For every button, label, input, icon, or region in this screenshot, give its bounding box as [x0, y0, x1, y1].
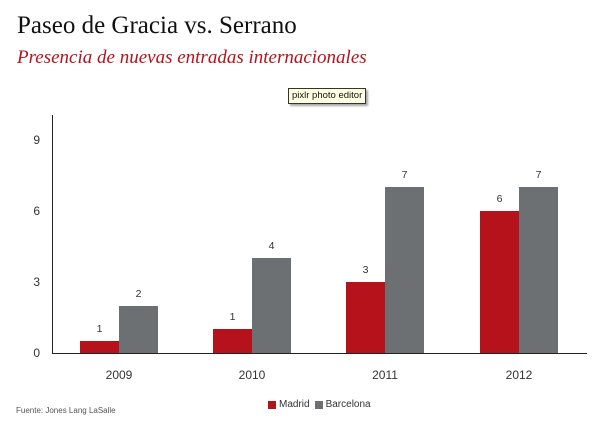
x-label-2009: 2009: [105, 368, 133, 382]
bar-barcelona-2009: [119, 305, 158, 353]
y-tick-0: 0: [33, 346, 40, 360]
bar-barcelona-2011: [385, 187, 424, 353]
chart-title: Paseo de Gracia vs. Serrano: [17, 12, 297, 39]
y-tick-3: 3: [33, 275, 40, 289]
y-axis-line: [52, 115, 53, 354]
bar-madrid-2011: [346, 281, 385, 353]
bar-barcelona-2012: [519, 187, 558, 353]
barcelona-swatch-icon: [314, 400, 323, 409]
bar-barcelona-2010: [252, 258, 291, 353]
x-label-2010: 2010: [238, 368, 266, 382]
value-label-barcelona-2011: 7: [401, 169, 408, 182]
tooltip: pixlr photo editor: [288, 88, 367, 104]
legend-label-barcelona: Barcelona: [325, 399, 371, 410]
bar-madrid-2012: [480, 210, 519, 353]
legend-label-madrid: Madrid: [279, 399, 310, 410]
y-tick-9: 9: [33, 133, 40, 147]
madrid-swatch-icon: [268, 400, 276, 409]
legend-item-barcelona: Barcelona: [314, 399, 371, 410]
legend-item-madrid: Madrid: [268, 399, 310, 410]
source-note: Fuente: Jones Lang LaSalle: [16, 406, 116, 415]
x-label-2012: 2012: [505, 368, 533, 382]
value-label-barcelona-2010: 4: [268, 240, 275, 253]
x-axis-line: [52, 353, 587, 354]
y-tick-6: 6: [33, 204, 40, 218]
chart-subtitle: Presencia de nuevas entradas internacion…: [17, 47, 367, 68]
bar-madrid-2010: [213, 329, 252, 353]
value-label-madrid-2011: 3: [362, 263, 369, 276]
x-label-2011: 2011: [372, 368, 398, 382]
value-label-madrid-2009: 1: [96, 323, 103, 336]
value-label-barcelona-2009: 2: [135, 287, 142, 300]
value-label-barcelona-2012: 7: [535, 169, 542, 182]
value-label-madrid-2010: 1: [229, 311, 236, 324]
legend: Madrid Barcelona: [268, 399, 376, 410]
bar-madrid-2009: [80, 341, 119, 353]
value-label-madrid-2012: 6: [496, 192, 503, 205]
